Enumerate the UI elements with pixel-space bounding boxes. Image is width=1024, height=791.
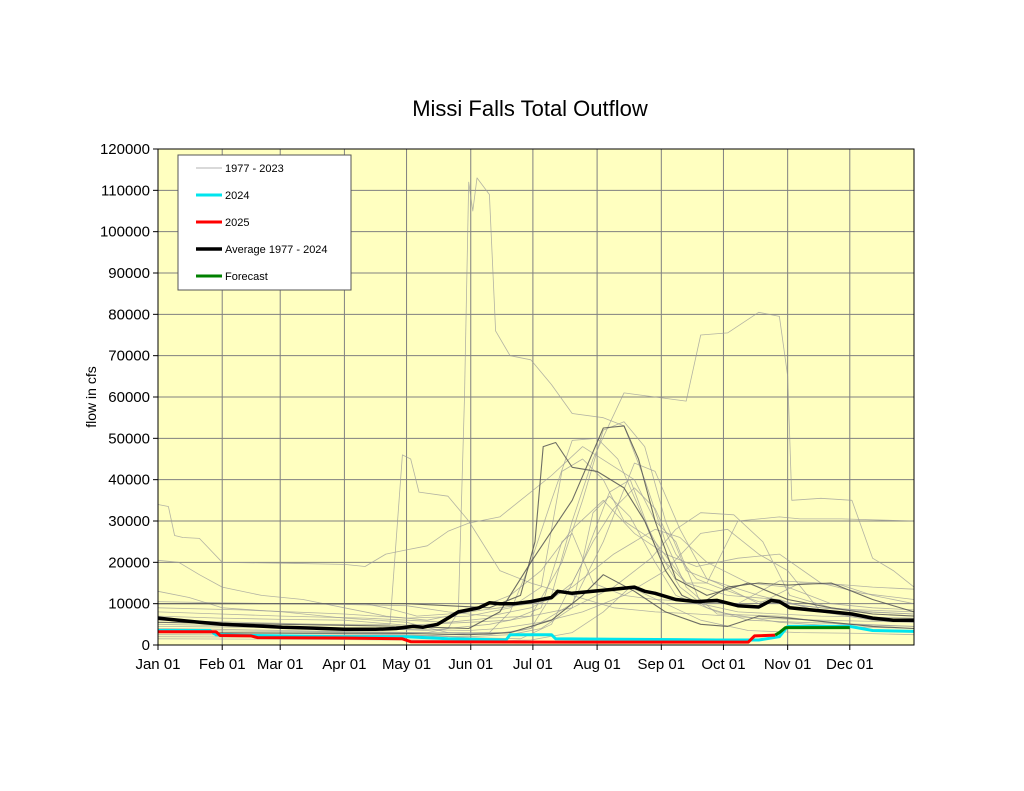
y-tick-label: 80000: [108, 306, 150, 323]
x-tick-label: Feb 01: [199, 656, 246, 673]
legend: 1977 - 2023 2024 2025 Average 1977 - 2024 Fo…: [177, 154, 352, 291]
x-tick-label: Jan 01: [135, 656, 180, 673]
x-tick-label: Jul 01: [513, 656, 553, 673]
x-tick-label: Oct 01: [701, 656, 745, 673]
series-layer: [157, 177, 915, 644]
legend-label: Average 1977 - 2024: [225, 244, 328, 256]
series-line-1977-2023: [157, 311, 915, 633]
y-tick-label: 100000: [100, 224, 150, 241]
y-tick-label: 40000: [108, 472, 150, 489]
axis-layer: 0 10000 20000 30000 40000 50000 60000 70000 8000…: [100, 141, 874, 673]
y-tick-label: 30000: [108, 513, 150, 530]
x-tick-label: Dec 01: [826, 656, 874, 673]
series-line-1977-2023: [157, 454, 915, 625]
series-line-1977-2023: [157, 512, 915, 631]
y-tick-label: 120000: [100, 141, 150, 158]
legend-label: Forecast: [225, 271, 268, 283]
series-line-forecast: [774, 626, 850, 637]
y-tick-label: 60000: [108, 389, 150, 406]
y-tick-label: 10000: [108, 596, 150, 613]
series-line-1977-2023: [157, 528, 915, 631]
y-tick-label: 110000: [101, 182, 150, 199]
y-tick-label: 50000: [108, 430, 150, 447]
y-axis-label: flow in cfs: [83, 366, 99, 427]
chart-title: Missi Falls Total Outflow: [412, 96, 648, 121]
y-tick-label: 20000: [108, 554, 150, 571]
series-line-2025: [158, 630, 776, 644]
x-tick-label: Sep 01: [638, 656, 686, 673]
series-line-1977-2023: [157, 446, 915, 619]
series-line-1977-2023: [157, 458, 915, 621]
series-line-1977-2023: [158, 441, 915, 613]
series-line-1977-2023: [157, 586, 915, 642]
y-tick-label: 70000: [108, 348, 150, 365]
x-tick-label: Aug 01: [573, 656, 621, 673]
series-line-1977-2023: [157, 533, 915, 626]
series-line-1977-2023: [157, 421, 915, 623]
y-tick-label: 0: [142, 637, 150, 654]
x-tick-label: Mar 01: [257, 656, 304, 673]
series-line-1977-2023: [157, 425, 915, 630]
series-line-average-1977-2024: [157, 585, 914, 632]
series-line-1977-2023: [157, 574, 915, 636]
legend-label: 1977 - 2023: [225, 163, 284, 175]
legend-label: 2024: [225, 190, 249, 202]
y-tick-label: 90000: [108, 265, 150, 282]
x-tick-label: May 01: [382, 656, 431, 673]
x-tick-label: Apr 01: [322, 656, 366, 673]
series-line-1977-2023: [157, 499, 915, 621]
legend-label: 2025: [225, 217, 249, 229]
x-tick-label: Jun 01: [448, 656, 493, 673]
x-tick-label: Nov 01: [764, 656, 812, 673]
series-line-1977-2023: [157, 495, 915, 638]
series-line-1977-2023: [157, 528, 915, 617]
